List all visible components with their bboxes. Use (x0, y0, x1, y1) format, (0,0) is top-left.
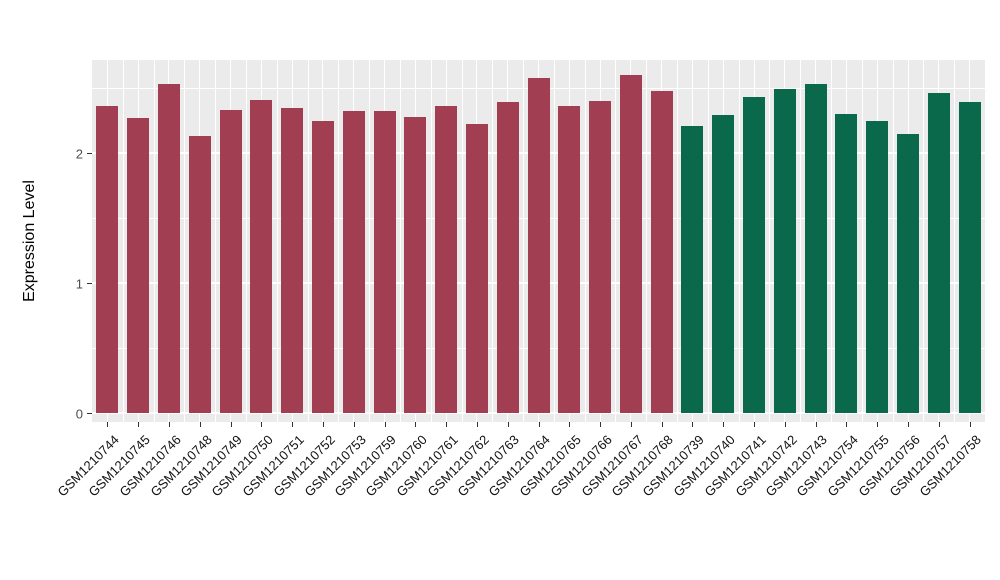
x-axis-tick-mark (322, 422, 324, 427)
minor-gridline-vertical (646, 60, 648, 422)
x-axis-tick-mark (692, 422, 694, 427)
y-tick-label: 1 (75, 276, 83, 291)
minor-gridline-vertical (769, 60, 771, 422)
minor-gridline-vertical (923, 60, 925, 422)
y-axis-tick-mark (87, 283, 92, 284)
bar (527, 77, 550, 413)
x-axis-tick-mark (600, 422, 602, 427)
plot-panel (92, 60, 985, 422)
bar (188, 136, 211, 413)
x-axis-tick-mark (938, 422, 940, 427)
bar (127, 117, 150, 413)
x-axis-tick-mark (908, 422, 910, 427)
minor-gridline-vertical (677, 60, 679, 422)
bar (773, 89, 796, 413)
x-axis-tick-mark (784, 422, 786, 427)
x-axis-tick-mark (292, 422, 294, 427)
x-axis-tick-mark (630, 422, 632, 427)
minor-gridline-vertical (831, 60, 833, 422)
bar (250, 99, 273, 413)
x-axis-tick-mark (199, 422, 201, 427)
bar (589, 101, 612, 413)
bar (681, 125, 704, 413)
bar (558, 106, 581, 413)
bar (435, 106, 458, 413)
y-axis-tick-mark (87, 153, 92, 154)
x-axis-tick-mark (969, 422, 971, 427)
x-axis-tick-mark (846, 422, 848, 427)
bar (650, 90, 673, 413)
minor-gridline-vertical (954, 60, 956, 422)
y-tick-label: 2 (75, 146, 83, 161)
y-axis-title: Expression Level (21, 180, 38, 302)
x-axis-tick-mark (384, 422, 386, 427)
x-axis-tick-mark (815, 422, 817, 427)
x-axis-tick-mark (661, 422, 663, 427)
x-axis-tick-mark (107, 422, 109, 427)
bar (157, 84, 180, 413)
minor-gridline-vertical (122, 60, 124, 422)
bar (804, 84, 827, 413)
minor-gridline-vertical (707, 60, 709, 422)
minor-gridline-vertical (861, 60, 863, 422)
x-axis-tick-mark (754, 422, 756, 427)
y-tick-label: 0 (75, 406, 83, 421)
x-axis-tick-mark (569, 422, 571, 427)
minor-gridline-vertical (553, 60, 555, 422)
bar (835, 114, 858, 413)
x-axis-tick-mark (723, 422, 725, 427)
minor-gridline-vertical (245, 60, 247, 422)
bar (743, 97, 766, 413)
bar (373, 111, 396, 413)
bar (958, 102, 981, 413)
minor-gridline-vertical (399, 60, 401, 422)
bar (219, 110, 242, 413)
x-axis-tick-mark (446, 422, 448, 427)
x-axis-tick-mark (353, 422, 355, 427)
minor-gridline-vertical (369, 60, 371, 422)
minor-gridline-vertical (800, 60, 802, 422)
bar (866, 120, 889, 413)
minor-gridline-vertical (461, 60, 463, 422)
minor-gridline-vertical (153, 60, 155, 422)
x-axis-tick-mark (877, 422, 879, 427)
x-axis-tick-mark (507, 422, 509, 427)
bar (342, 111, 365, 413)
bar (619, 75, 642, 413)
minor-gridline-vertical (738, 60, 740, 422)
bar (465, 124, 488, 413)
minor-gridline-vertical (523, 60, 525, 422)
bar (311, 120, 334, 413)
minor-gridline-vertical (215, 60, 217, 422)
x-axis-tick-mark (230, 422, 232, 427)
minor-gridline-vertical (338, 60, 340, 422)
minor-gridline-vertical (615, 60, 617, 422)
minor-gridline-vertical (184, 60, 186, 422)
minor-gridline-vertical (584, 60, 586, 422)
x-axis-tick-mark (415, 422, 417, 427)
x-axis-tick-mark (138, 422, 140, 427)
bar (96, 106, 119, 413)
minor-gridline-vertical (430, 60, 432, 422)
bar (897, 133, 920, 413)
x-axis-tick-mark (261, 422, 263, 427)
minor-gridline-vertical (492, 60, 494, 422)
bar (404, 116, 427, 413)
x-axis-tick-mark (538, 422, 540, 427)
bar (281, 107, 304, 413)
minor-gridline-vertical (276, 60, 278, 422)
minor-gridline-vertical (307, 60, 309, 422)
bar (927, 93, 950, 413)
minor-gridline-vertical (892, 60, 894, 422)
bar (496, 102, 519, 413)
x-axis-tick-mark (168, 422, 170, 427)
y-axis-tick-mark (87, 413, 92, 414)
x-axis-tick-mark (476, 422, 478, 427)
bar (712, 115, 735, 413)
